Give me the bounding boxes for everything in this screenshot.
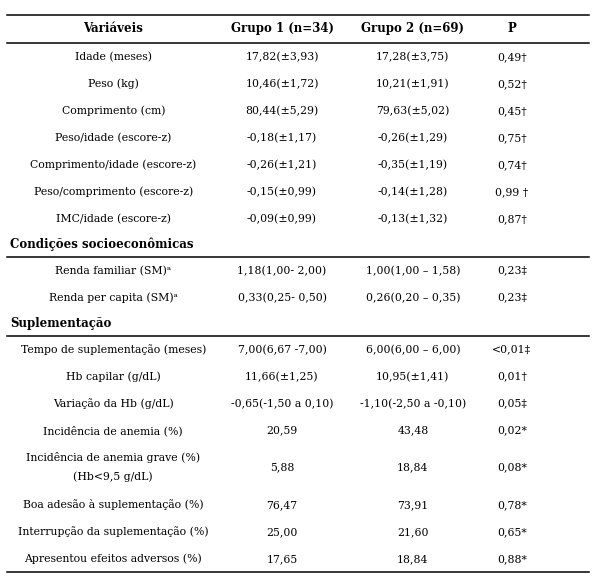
Text: Apresentou efeitos adversos (%): Apresentou efeitos adversos (%) [24,554,202,564]
Text: 0,52†: 0,52† [497,79,527,89]
Text: Suplementação: Suplementação [10,317,111,330]
Text: 1,00(1,00 – 1,58): 1,00(1,00 – 1,58) [365,266,460,276]
Text: (Hb<9,5 g/dL): (Hb<9,5 g/dL) [73,471,153,482]
Text: 17,65: 17,65 [266,554,297,564]
Text: 0,23‡: 0,23‡ [497,266,527,276]
Text: 10,21(±1,91): 10,21(±1,91) [376,79,450,89]
Text: 18,84: 18,84 [397,554,429,564]
Text: -0,09(±0,99): -0,09(±0,99) [247,214,317,224]
Text: 20,59: 20,59 [266,425,297,436]
Text: 11,66(±1,25): 11,66(±1,25) [245,371,319,382]
Text: -1,10(-2,50 a -0,10): -1,10(-2,50 a -0,10) [360,399,466,409]
Text: Peso (kg): Peso (kg) [88,78,139,89]
Text: -0,13(±1,32): -0,13(±1,32) [378,214,448,224]
Text: 10,95(±1,41): 10,95(±1,41) [376,371,449,382]
Text: -0,14(±1,28): -0,14(±1,28) [378,187,448,197]
Text: -0,26(±1,21): -0,26(±1,21) [247,160,317,170]
Text: 0,87†: 0,87† [497,214,527,224]
Text: P: P [507,23,516,35]
Text: Interrupção da suplementação (%): Interrupção da suplementação (%) [18,526,209,537]
Text: 1,18(1,00- 2,00): 1,18(1,00- 2,00) [237,266,327,276]
Text: 0,75†: 0,75† [497,133,527,143]
Text: Boa adesão à suplementação (%): Boa adesão à suplementação (%) [23,499,204,510]
Text: Grupo 2 (n=69): Grupo 2 (n=69) [361,23,464,35]
Text: 21,60: 21,60 [397,527,429,537]
Text: Condições socioeconômicas: Condições socioeconômicas [10,238,194,252]
Text: 0,33(0,25- 0,50): 0,33(0,25- 0,50) [237,292,327,303]
Text: 0,88*: 0,88* [497,554,527,564]
Text: 80,44(±5,29): 80,44(±5,29) [246,106,319,116]
Text: -0,35(±1,19): -0,35(±1,19) [378,160,448,170]
Text: 7,00(6,67 -7,00): 7,00(6,67 -7,00) [238,345,327,355]
Text: 25,00: 25,00 [266,527,297,537]
Text: 0,99 †: 0,99 † [495,187,529,197]
Text: Incidência de anemia grave (%): Incidência de anemia grave (%) [26,452,200,463]
Text: Variáveis: Variáveis [83,23,143,35]
Text: 17,82(±3,93): 17,82(±3,93) [245,52,319,62]
Text: 0,65*: 0,65* [497,527,527,537]
Text: 0,01†: 0,01† [497,372,527,382]
Text: 0,05‡: 0,05‡ [497,399,527,408]
Text: -0,65(-1,50 a 0,10): -0,65(-1,50 a 0,10) [231,399,333,409]
Text: 0,45†: 0,45† [497,106,527,116]
Text: -0,18(±1,17): -0,18(±1,17) [247,132,317,143]
Text: Comprimento (cm): Comprimento (cm) [61,106,165,116]
Text: 17,28(±3,75): 17,28(±3,75) [376,52,449,62]
Text: 76,47: 76,47 [266,500,297,510]
Text: IMC/idade (escore-z): IMC/idade (escore-z) [56,214,171,224]
Text: 79,63(±5,02): 79,63(±5,02) [376,106,449,116]
Text: 0,23‡: 0,23‡ [497,293,527,303]
Text: Peso/idade (escore-z): Peso/idade (escore-z) [55,132,172,143]
Text: 0,74†: 0,74† [497,160,527,170]
Text: 0,49†: 0,49† [497,52,527,62]
Text: 0,78*: 0,78* [497,500,527,510]
Text: 10,46(±1,72): 10,46(±1,72) [245,79,319,89]
Text: Comprimento/idade (escore-z): Comprimento/idade (escore-z) [30,160,197,170]
Text: Incidência de anemia (%): Incidência de anemia (%) [44,425,183,436]
Text: Renda per capita (SM)ᵃ: Renda per capita (SM)ᵃ [49,292,178,303]
Text: 43,48: 43,48 [398,425,429,436]
Text: -0,26(±1,29): -0,26(±1,29) [378,132,448,143]
Text: <0,01‡: <0,01‡ [492,345,532,354]
Text: 5,88: 5,88 [270,462,294,473]
Text: Variação da Hb (g/dL): Variação da Hb (g/dL) [53,398,173,409]
Text: Renda familiar (SM)ᵃ: Renda familiar (SM)ᵃ [55,266,172,276]
Text: 73,91: 73,91 [398,500,429,510]
Text: 0,02*: 0,02* [497,425,527,436]
Text: Hb capilar (g/dL): Hb capilar (g/dL) [66,371,161,382]
Text: Tempo de suplementação (meses): Tempo de suplementação (meses) [21,344,206,355]
Text: 0,08*: 0,08* [497,462,527,473]
Text: Grupo 1 (n=34): Grupo 1 (n=34) [231,23,334,35]
Text: Idade (meses): Idade (meses) [75,52,152,62]
Text: 6,00(6,00 – 6,00): 6,00(6,00 – 6,00) [365,345,460,355]
Text: 0,26(0,20 – 0,35): 0,26(0,20 – 0,35) [365,292,460,303]
Text: -0,15(±0,99): -0,15(±0,99) [247,187,317,197]
Text: 18,84: 18,84 [397,462,429,473]
Text: Peso/comprimento (escore-z): Peso/comprimento (escore-z) [34,187,193,197]
